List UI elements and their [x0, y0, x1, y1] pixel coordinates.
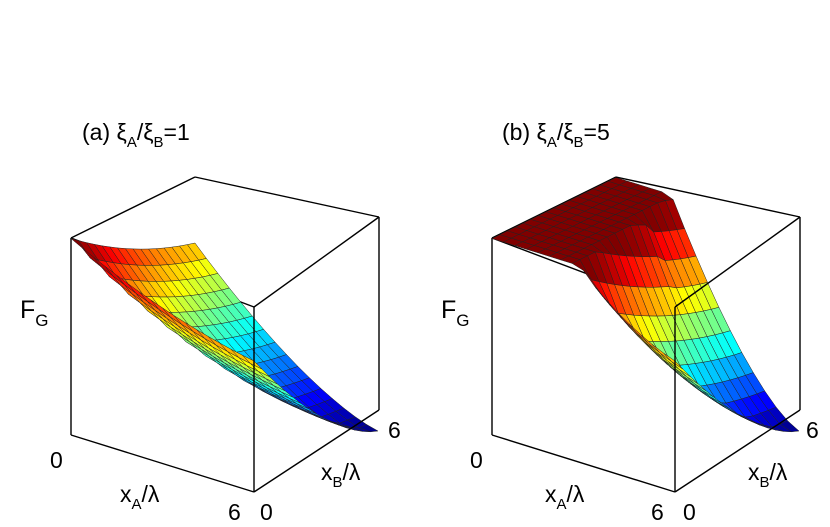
surface-patch — [242, 355, 262, 370]
surface-patch — [663, 352, 683, 370]
y-axis-label: xB/λ — [321, 459, 361, 491]
panel-title: (b) ξA/ξB=5 — [502, 119, 610, 151]
surface-a — [70, 238, 379, 433]
x-tick-label: 0 — [50, 447, 63, 473]
surface-b — [491, 177, 800, 433]
box-front-edges — [194, 176, 380, 493]
y-tick-label: 6 — [806, 417, 819, 443]
x-tick-label: 6 — [651, 499, 664, 525]
x-axis-label: xA/λ — [545, 481, 585, 513]
x-tick-label: 0 — [470, 447, 483, 473]
y-tick-label: 6 — [388, 417, 401, 443]
box-front-edges — [615, 176, 801, 493]
panel-b: (b) ξA/ξB=5 FG xA/λ xB/λ 0 6 0 6 — [441, 119, 819, 525]
x-axis-label: xA/λ — [120, 481, 160, 513]
x-tick-label: 6 — [228, 499, 241, 525]
panel-a: (a) ξA/ξB=1 FG xA/λ xB/λ 0 6 0 6 — [20, 119, 401, 525]
z-axis-label: FG — [441, 296, 470, 330]
y-tick-label: 0 — [260, 499, 273, 525]
z-axis-label: FG — [20, 296, 49, 330]
panel-title: (a) ξA/ξB=1 — [82, 119, 190, 151]
y-tick-label: 0 — [683, 499, 696, 525]
y-axis-label: xB/λ — [748, 459, 788, 491]
